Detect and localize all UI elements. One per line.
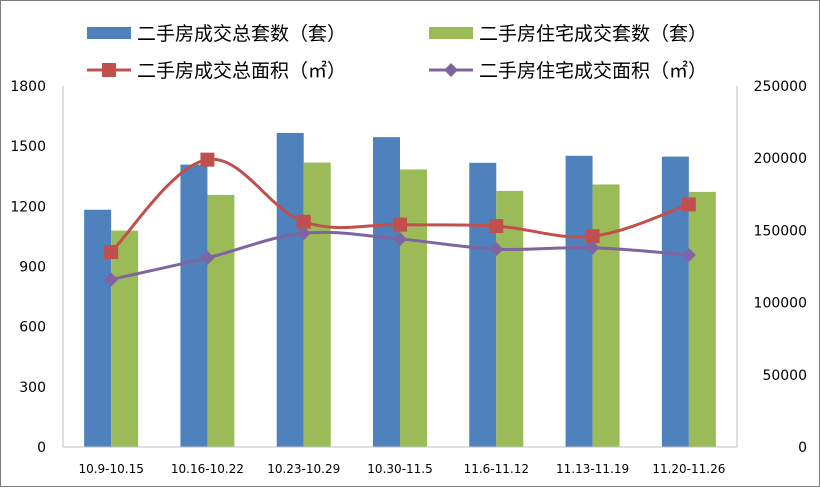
x-tick-label: 11.13-11.19 xyxy=(556,462,629,476)
square-marker xyxy=(489,219,504,234)
y-left-tick-label: 1500 xyxy=(10,139,46,155)
legend-label: 二手房成交总套数（套） xyxy=(137,23,346,45)
bar xyxy=(688,191,716,447)
x-tick-label: 11.6-11.12 xyxy=(464,462,529,476)
y-left-tick-label: 1200 xyxy=(10,199,46,215)
y-left-tick-label: 600 xyxy=(19,320,46,336)
diamond-marker xyxy=(489,242,504,257)
x-tick-label: 10.9-10.15 xyxy=(78,462,143,476)
lines xyxy=(104,152,696,287)
diamond-marker xyxy=(393,232,407,247)
square-marker xyxy=(104,245,119,260)
legend-label: 二手房住宅成交套数（套） xyxy=(479,23,707,45)
square-marker xyxy=(681,197,696,212)
bar xyxy=(565,155,593,447)
legend-label: 二手房住宅成交面积（㎡） xyxy=(479,59,707,82)
bars xyxy=(84,132,716,448)
legend-swatch xyxy=(87,27,131,39)
y-left-tick-label: 900 xyxy=(19,260,46,276)
legend-marker xyxy=(444,63,458,77)
diamond-marker xyxy=(585,240,600,255)
x-tick-label: 10.23-10.29 xyxy=(267,462,340,476)
diamond-marker xyxy=(200,250,215,265)
square-marker xyxy=(296,214,311,229)
y-right-tick-label: 0 xyxy=(798,440,807,456)
diamond-marker xyxy=(681,247,696,262)
y-left-tick-label: 300 xyxy=(19,380,46,396)
y-right-tick-label: 100000 xyxy=(754,296,807,312)
bar xyxy=(180,164,208,447)
x-tick-label: 11.20-11.26 xyxy=(652,462,725,476)
bar xyxy=(373,137,400,447)
bar xyxy=(111,230,139,447)
bar xyxy=(496,190,524,447)
y-right-tick-label: 250000 xyxy=(754,79,807,95)
bar xyxy=(303,162,331,447)
y-right-tick-label: 200000 xyxy=(754,151,807,167)
y-left-tick-label: 1800 xyxy=(10,79,46,95)
x-tick-label: 10.30-11.5 xyxy=(367,462,432,476)
square-marker xyxy=(200,152,215,167)
legend-label: 二手房成交总面积（㎡） xyxy=(137,59,346,82)
y-left-tick-label: 0 xyxy=(37,440,46,456)
bar xyxy=(276,132,304,447)
y-right-tick-label: 150000 xyxy=(754,223,807,239)
x-tick-label: 10.16-10.22 xyxy=(171,462,244,476)
legend: 二手房成交总套数（套） 二手房住宅成交套数（套） 二手房成交总面积（㎡） 二手房住宅成… xyxy=(87,23,707,82)
bar xyxy=(400,169,427,448)
legend-swatch xyxy=(429,27,473,39)
legend-marker xyxy=(102,63,116,77)
axes: 0 300 600 900 1200 1500 1800 0 50000 100000 150000… xyxy=(10,79,807,476)
bar xyxy=(469,162,497,447)
square-marker xyxy=(585,229,600,244)
square-marker xyxy=(393,217,407,232)
diamond-marker xyxy=(104,272,119,287)
diamond-marker xyxy=(296,226,311,241)
y-right-tick-label: 50000 xyxy=(762,368,807,384)
bar xyxy=(207,194,235,447)
bar xyxy=(592,184,620,447)
